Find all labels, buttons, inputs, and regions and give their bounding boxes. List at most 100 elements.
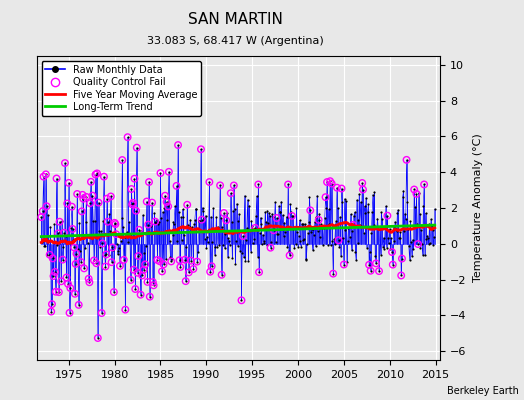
Point [48, 301, 56, 307]
Point [59, 256, 67, 263]
Point [95, 228, 104, 235]
Point [106, 228, 114, 234]
Point [110, 289, 118, 295]
Point [308, 226, 316, 232]
Point [266, 213, 274, 220]
Point [368, 208, 376, 215]
Point [50, 221, 59, 227]
Point [48, 301, 56, 307]
Point [85, 279, 94, 286]
Point [211, 244, 220, 250]
Point [126, 277, 135, 283]
Point [279, 212, 287, 218]
Point [246, 227, 254, 234]
Point [189, 266, 198, 272]
Point [94, 335, 102, 341]
Point [39, 208, 47, 214]
Point [121, 306, 129, 313]
Point [124, 238, 133, 245]
Point [365, 262, 373, 268]
Point [85, 279, 94, 286]
Point [111, 221, 119, 227]
Point [197, 146, 205, 152]
Point [411, 204, 419, 210]
Point [220, 210, 228, 216]
Point [424, 235, 432, 241]
Point [143, 198, 151, 205]
Point [42, 171, 50, 178]
Point [77, 259, 85, 265]
Point [403, 199, 411, 205]
Point [209, 205, 217, 212]
Point [383, 212, 391, 219]
Point [174, 142, 182, 148]
Point [343, 259, 351, 265]
Point [325, 221, 334, 228]
Point [103, 196, 111, 202]
Point [293, 229, 301, 236]
Point [98, 240, 106, 247]
Point [373, 215, 381, 222]
Point [242, 237, 250, 243]
Point [182, 244, 191, 250]
Point [301, 221, 309, 227]
Point [46, 252, 54, 258]
Point [135, 227, 143, 233]
Point [71, 261, 80, 267]
Point [379, 244, 387, 250]
Point [59, 244, 68, 251]
Point [122, 232, 130, 238]
Point [333, 184, 341, 191]
Point [41, 242, 49, 249]
Point [267, 239, 276, 245]
Point [292, 205, 301, 212]
Point [54, 289, 63, 295]
Point [130, 176, 139, 182]
Point [161, 192, 169, 199]
Point [302, 256, 311, 262]
Point [225, 238, 234, 244]
Point [239, 254, 248, 261]
Point [66, 285, 74, 291]
Point [252, 213, 260, 219]
Point [358, 180, 366, 186]
Point [299, 220, 307, 227]
Point [323, 179, 331, 185]
Point [358, 180, 366, 186]
Point [129, 266, 138, 273]
Point [269, 227, 278, 234]
Point [259, 238, 268, 244]
Point [237, 297, 246, 304]
Point [58, 218, 66, 224]
Point [178, 236, 186, 243]
Point [336, 214, 344, 220]
Point [152, 220, 160, 227]
Point [391, 226, 400, 232]
Point [346, 234, 354, 240]
Point [386, 246, 395, 252]
Point [192, 206, 201, 213]
Point [39, 174, 48, 180]
Point [66, 310, 74, 316]
Point [211, 252, 219, 258]
Point [132, 208, 140, 214]
Point [380, 246, 389, 252]
Point [391, 218, 399, 225]
Point [413, 221, 421, 227]
Point [289, 212, 297, 219]
Point [165, 169, 173, 175]
Point [94, 200, 103, 206]
Point [364, 201, 373, 208]
Point [145, 179, 153, 185]
Point [392, 228, 401, 234]
Point [404, 226, 412, 232]
Point [257, 221, 266, 227]
Point [294, 244, 302, 250]
Point [187, 258, 195, 264]
Point [156, 258, 164, 264]
Point [157, 215, 166, 221]
Point [137, 228, 146, 234]
Point [227, 219, 236, 226]
Point [185, 224, 194, 230]
Point [314, 217, 323, 223]
